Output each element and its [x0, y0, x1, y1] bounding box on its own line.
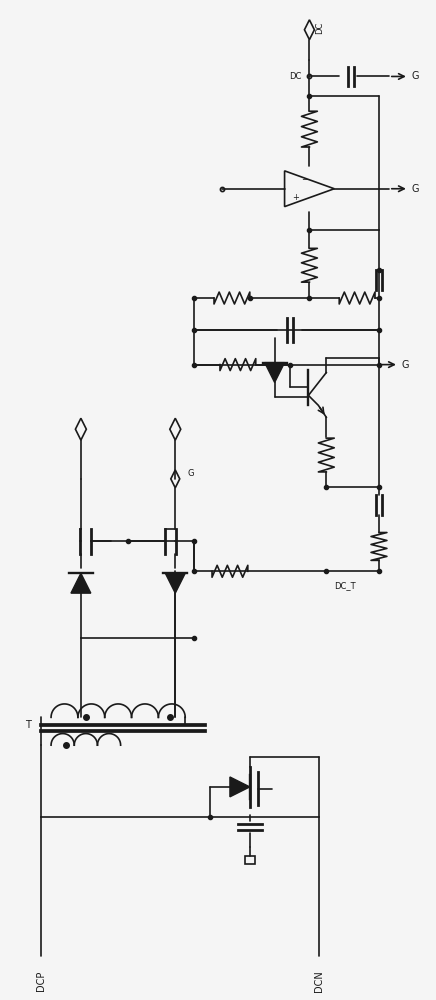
Text: DCN: DCN — [314, 971, 324, 992]
Bar — [245, 856, 255, 864]
Text: DC_T: DC_T — [334, 581, 356, 590]
Text: DCP: DCP — [36, 971, 46, 991]
Text: −: − — [301, 175, 308, 184]
Text: T: T — [25, 720, 31, 730]
Text: G: G — [412, 184, 419, 194]
Text: DC: DC — [315, 22, 324, 34]
Polygon shape — [265, 363, 285, 382]
Text: G: G — [187, 469, 194, 478]
Text: G: G — [402, 360, 409, 370]
Text: +: + — [292, 193, 299, 202]
Polygon shape — [71, 573, 91, 593]
Text: DC: DC — [289, 72, 301, 81]
Polygon shape — [165, 573, 185, 593]
Text: G: G — [412, 71, 419, 81]
Polygon shape — [230, 777, 250, 797]
